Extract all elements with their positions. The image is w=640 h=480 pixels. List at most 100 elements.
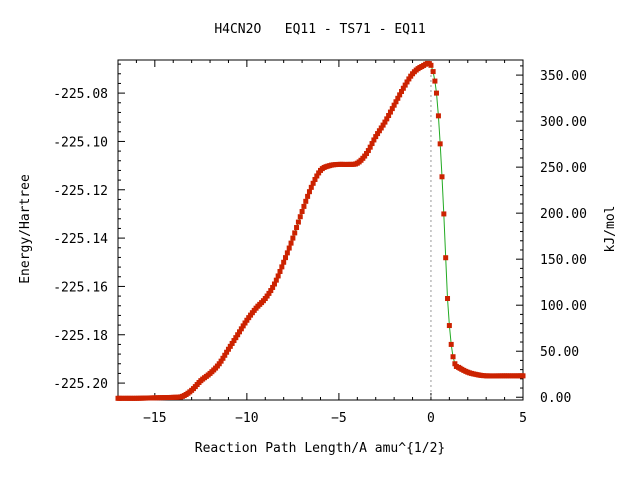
data-point [301,203,307,209]
data-point [305,193,311,199]
data-point [294,225,300,231]
data-point [520,373,526,379]
x-tick-label: −5 [331,411,347,426]
y2-axis-label: kJ/mol [603,206,618,253]
y2-tick-label: 300.00 [540,115,587,130]
data-point [437,141,443,147]
y-tick-label: -225.16 [53,280,108,295]
data-point [430,69,436,75]
data-point [242,320,248,326]
data-point [295,219,301,225]
data-point [395,95,401,101]
data-point [308,184,314,190]
data-point [441,211,447,217]
y2-tick-label: 0.00 [540,391,571,406]
data-point [306,189,312,195]
data-point [452,361,458,367]
chart-title: H4CN2O EQ11 - TS71 - EQ11 [214,22,425,37]
data-point [238,326,244,332]
data-point [367,144,373,150]
x-tick-label: 5 [519,411,527,426]
y2-tick-label: 50.00 [540,345,579,360]
data-point [400,85,406,91]
data-point [268,288,274,294]
data-point [393,99,399,105]
y-tick-label: -225.20 [53,377,108,392]
data-point [365,148,371,154]
data-point [224,349,230,355]
data-point [271,281,277,287]
data-point [446,323,452,329]
data-point [297,214,303,220]
series-layer [115,60,526,401]
y-tick-label: -225.12 [53,184,108,199]
data-point [220,355,226,361]
data-point [270,284,276,290]
data-point [229,340,235,346]
x-axis-label: Reaction Path Length/A amu^{1/2} [195,441,445,456]
x-tick-label: −15 [143,411,166,426]
data-point [218,358,224,364]
data-point [369,141,375,147]
data-point [279,264,285,270]
data-point [380,122,386,128]
data-point [391,102,397,108]
data-point [375,131,381,137]
y-tick-label: -225.18 [53,329,108,344]
y-tick-label: -225.08 [53,87,108,102]
y2-tick-label: 350.00 [540,69,587,84]
data-point [292,230,298,236]
plot-frame [117,59,524,401]
data-point [235,332,241,338]
data-point [286,245,292,251]
data-point [275,273,281,279]
data-point [382,119,388,125]
data-point [371,137,377,143]
data-point [376,128,382,134]
data-point [450,354,456,360]
data-point [397,92,403,98]
data-point [299,209,305,215]
data-point [264,293,270,299]
y-tick-label: -225.14 [53,232,108,247]
data-point [303,198,309,204]
data-point [237,329,242,335]
data-point [448,341,454,347]
data-point [378,125,384,131]
y-axis-label: Energy/Hartree [18,174,33,284]
y2-tick-label: 250.00 [540,161,587,176]
data-point [227,343,233,349]
data-point [404,79,410,85]
data-point [222,352,228,358]
y2-tick-label: 200.00 [540,207,587,222]
data-point [389,106,395,112]
data-point [445,296,451,302]
data-point [273,277,279,283]
data-point [288,240,294,246]
data-point [266,290,272,296]
data-point [443,255,449,261]
data-point [433,90,439,96]
y2-tick-label: 100.00 [540,299,587,314]
data-point [399,89,404,95]
data-point [406,76,412,82]
data-point [402,82,408,88]
axis-ticks: −15 −10 −5 0 5 -225.08 -225.10 -225.12 -225.14 -2… [53,60,587,426]
data-point [277,268,283,274]
data-point [216,361,222,367]
data-point [310,180,316,186]
y2-tick-label: 150.00 [540,253,587,268]
data-point [233,335,239,341]
x-tick-label: 0 [427,411,435,426]
data-point [439,174,445,180]
data-point [281,259,287,265]
data-point [231,338,237,344]
data-point [240,323,246,329]
data-point [364,151,370,157]
data-point [290,235,296,241]
y-tick-label: -225.10 [53,135,108,150]
data-point [386,113,392,119]
data-point [314,173,320,179]
data-point [428,62,434,68]
